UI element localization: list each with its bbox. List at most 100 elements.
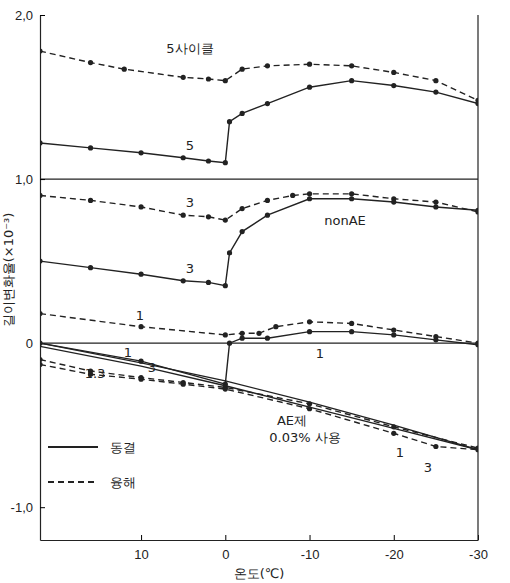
- series-point: [181, 213, 186, 218]
- series-point: [40, 140, 43, 145]
- series-point: [391, 199, 396, 204]
- y-axis-title: 길이변화율(×10⁻³): [1, 213, 16, 328]
- x-axis-line: [41, 540, 479, 541]
- legend: 동결융해: [48, 440, 136, 490]
- series-point: [307, 62, 312, 67]
- x-tick-label: -20: [385, 547, 404, 562]
- reference-line: [40, 178, 478, 179]
- y-tick-mark: [40, 507, 45, 508]
- series-point: [265, 213, 270, 218]
- series-label: 5: [186, 138, 194, 153]
- y-axis-line: [40, 16, 41, 541]
- x-tick-label: 0: [222, 547, 229, 562]
- series-line: [40, 194, 478, 220]
- series-point: [433, 78, 438, 83]
- series-point: [40, 357, 43, 362]
- series-point: [307, 191, 312, 196]
- series-label: 3: [186, 195, 194, 210]
- series-point: [40, 258, 43, 263]
- series-label: 5사이클: [166, 41, 213, 56]
- legend-swatch: [48, 481, 98, 483]
- series-point: [307, 319, 312, 324]
- series-point: [349, 321, 354, 326]
- series-point: [290, 193, 295, 198]
- y-tick-mark: [40, 15, 45, 16]
- series-point: [138, 150, 143, 155]
- series-line: [40, 360, 478, 449]
- x-tick-label: -30: [469, 547, 488, 562]
- series-point: [349, 329, 354, 334]
- series-point: [40, 48, 43, 53]
- series-point: [138, 272, 143, 277]
- series-point: [88, 265, 93, 270]
- series-point: [181, 155, 186, 160]
- series-line: [40, 332, 478, 385]
- x-tick-label: 10: [134, 547, 148, 562]
- series-label: 3: [148, 360, 156, 375]
- series-point: [138, 324, 143, 329]
- series-point: [349, 63, 354, 68]
- series-point: [307, 401, 312, 406]
- series-point: [307, 196, 312, 201]
- series-point: [227, 119, 232, 124]
- series-point: [240, 229, 245, 234]
- x-tick-mark: [225, 535, 226, 540]
- series-point: [223, 78, 228, 83]
- y-tick-mark: [40, 179, 45, 180]
- series-point: [223, 332, 228, 337]
- x-tick: 10: [134, 535, 148, 562]
- series-point: [240, 331, 245, 336]
- x-tick: -10: [301, 535, 320, 562]
- series-point: [391, 70, 396, 75]
- series-label: 3: [186, 261, 194, 276]
- series-point: [240, 111, 245, 116]
- series-point: [223, 283, 228, 288]
- series-point: [40, 311, 43, 316]
- series-point: [227, 341, 232, 346]
- series-point: [256, 331, 261, 336]
- series-point: [475, 342, 478, 347]
- series-line: [40, 81, 478, 163]
- series-point: [307, 406, 312, 411]
- series-point: [240, 67, 245, 72]
- series-point: [475, 101, 478, 106]
- y-tick: -1,0: [11, 500, 45, 515]
- reference-line: [40, 343, 478, 344]
- legend-label: 동결: [110, 440, 136, 455]
- x-axis: 10 0 -10 -20 -30: [41, 535, 488, 562]
- series-point: [223, 160, 228, 165]
- series-point: [206, 76, 211, 81]
- series-point: [433, 199, 438, 204]
- series-point: [88, 60, 93, 65]
- series-point: [391, 431, 396, 436]
- y-tick-label: 0: [26, 336, 33, 351]
- series-point: [307, 329, 312, 334]
- y-tick-label: 1,0: [15, 172, 33, 187]
- annotation: 0.03% 사용: [269, 430, 340, 445]
- series-point: [433, 337, 438, 342]
- series-point: [223, 386, 228, 391]
- series-point: [273, 324, 278, 329]
- series-label: 3: [424, 460, 432, 475]
- series-point: [391, 424, 396, 429]
- series-point: [181, 278, 186, 283]
- series-point: [223, 217, 228, 222]
- x-axis-title: 온도(℃): [234, 566, 285, 581]
- series-label: 1: [396, 445, 404, 460]
- chart: 10 0 -10 -20 -30 2,0 1,0 0 -1,0 온도(℃) 길이변화율(×10⁻³)…: [0, 0, 510, 583]
- series-label: 1: [124, 345, 132, 360]
- series-point: [349, 196, 354, 201]
- legend-label: 융해: [110, 475, 136, 490]
- x-tick: -20: [385, 535, 404, 562]
- series-label: 1: [136, 308, 144, 323]
- series-point: [227, 250, 232, 255]
- series-line: [40, 364, 478, 449]
- series-point: [433, 444, 438, 449]
- y-tick: 2,0: [15, 8, 45, 23]
- x-tick-mark: [141, 535, 142, 540]
- series-point: [475, 447, 478, 452]
- annotation: AE제: [277, 413, 307, 428]
- series-line: [40, 51, 478, 100]
- series-point: [391, 327, 396, 332]
- series-point: [206, 280, 211, 285]
